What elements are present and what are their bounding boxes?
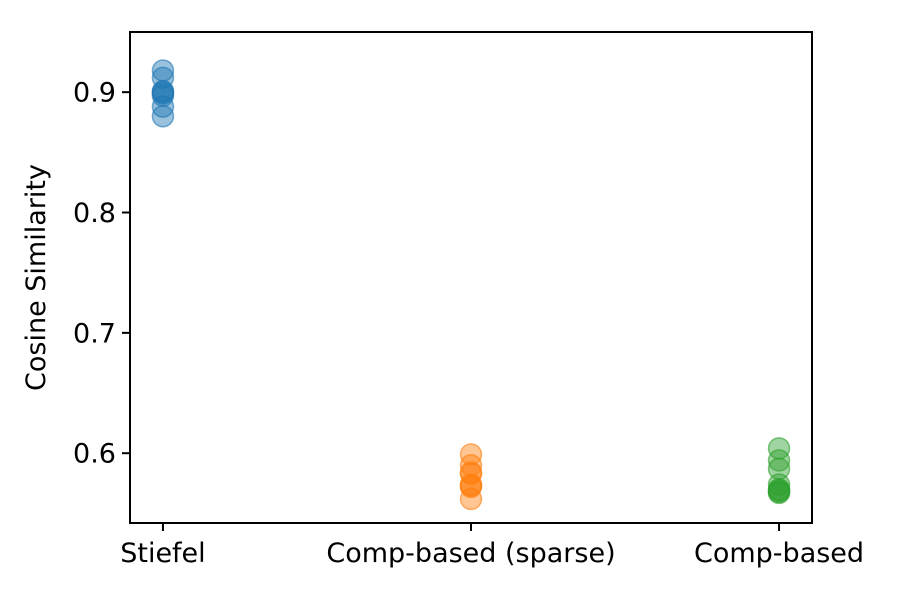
data-point — [151, 104, 175, 128]
data-point — [767, 449, 791, 472]
y-axis-label: Cosine Similarity — [21, 164, 52, 391]
data-point — [459, 475, 483, 499]
data-point — [459, 487, 483, 511]
x-tick-label: Comp-based (sparse) — [326, 538, 615, 569]
y-tick-label: 0.8 — [73, 198, 116, 229]
data-point — [767, 481, 791, 505]
x-tick-label: Stiefel — [120, 538, 205, 569]
plot-area: 0.6 0.7 0.8 0.9 Stiefel Comp-based (sparse) Co… — [73, 31, 864, 569]
data-point — [151, 95, 175, 118]
x-tick-label: Comp-based — [694, 538, 864, 569]
data-point — [767, 473, 791, 496]
y-tick-label: 0.6 — [73, 439, 116, 470]
y-tick-label: 0.7 — [73, 318, 116, 349]
y-tick-label: 0.9 — [73, 78, 116, 109]
